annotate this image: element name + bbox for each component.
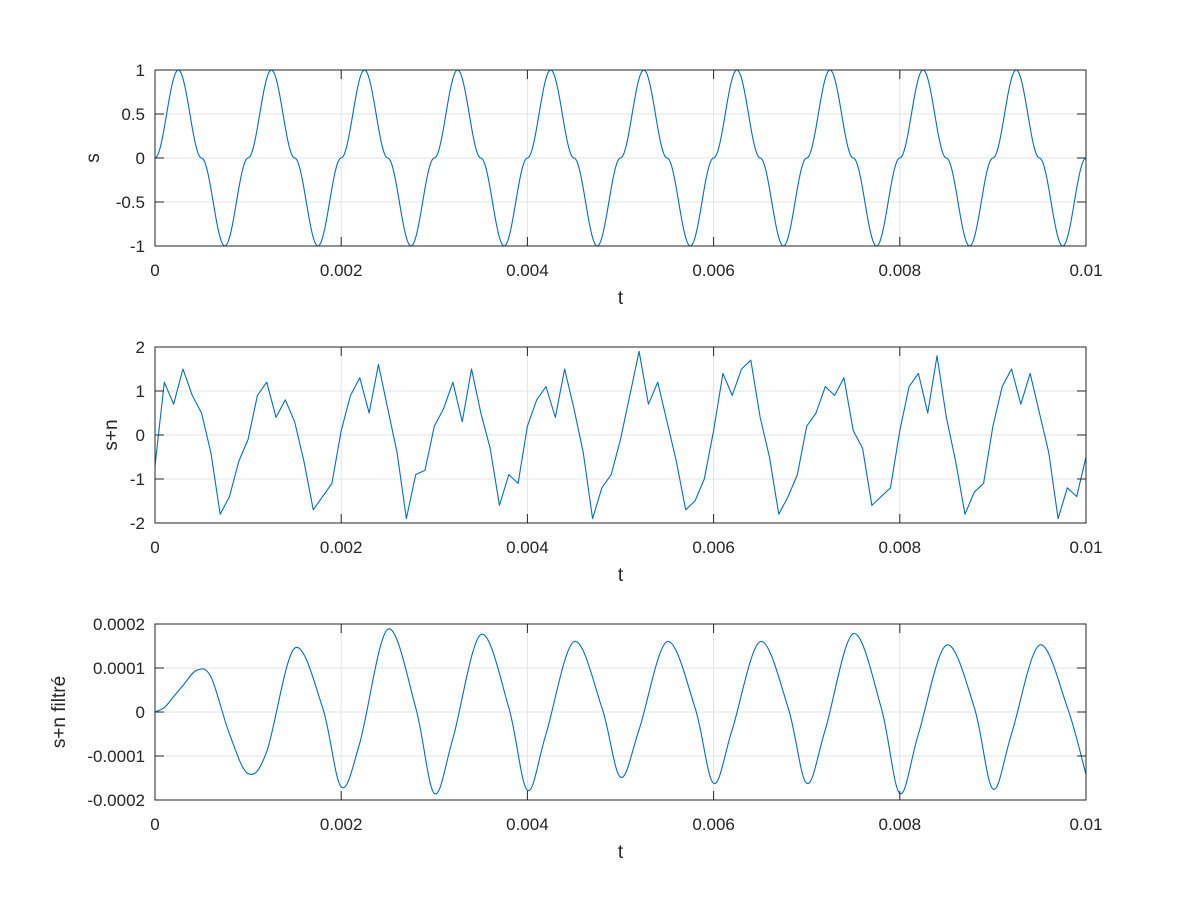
y-tick-label: -0.0001 bbox=[87, 747, 145, 766]
y-tick-label: 0 bbox=[136, 426, 145, 445]
y-tick-label: 0.0002 bbox=[93, 615, 145, 634]
subplot-3: 0 0.002 0.004 0.006 0.008 0.01 -0.0002 -0.0001 0… bbox=[49, 615, 1103, 863]
x-tick-label: 0.004 bbox=[506, 815, 549, 834]
x-tick-label: 0.01 bbox=[1069, 538, 1102, 557]
x-tick-label: 0.008 bbox=[879, 538, 922, 557]
x-tick-label: 0 bbox=[150, 538, 159, 557]
x-tick-label: 0.004 bbox=[506, 538, 549, 557]
y-axis-label: s+n filtré bbox=[49, 676, 70, 748]
x-tick-label: 0.008 bbox=[879, 261, 922, 280]
x-axis-label: t bbox=[618, 565, 624, 586]
subplot-1: 0 0.002 0.004 0.006 0.008 0.01 -1 -0.5 0 0.5 1 t s bbox=[83, 61, 1103, 309]
x-axis-label: t bbox=[618, 288, 624, 309]
y-tick-label: 0 bbox=[136, 149, 145, 168]
y-tick-label: -0.5 bbox=[116, 193, 145, 212]
y-tick-label: -1 bbox=[130, 237, 145, 256]
y-tick-label: 1 bbox=[136, 382, 145, 401]
y-axis-label: s bbox=[83, 153, 104, 163]
x-tick-label: 0 bbox=[150, 815, 159, 834]
subplot-2: 0 0.002 0.004 0.006 0.008 0.01 -2 -1 0 1 2 t s+n bbox=[101, 338, 1103, 586]
x-tick-label: 0 bbox=[150, 261, 159, 280]
y-tick-label: -0.0002 bbox=[87, 791, 145, 810]
y-tick-label: 0.0001 bbox=[93, 659, 145, 678]
x-tick-label: 0.002 bbox=[320, 815, 363, 834]
series-line bbox=[154, 628, 1087, 795]
x-tick-label: 0.008 bbox=[879, 815, 922, 834]
y-tick-label: 2 bbox=[136, 338, 145, 357]
y-tick-label: -1 bbox=[130, 470, 145, 489]
series-line bbox=[154, 69, 1087, 247]
x-axis-label: t bbox=[618, 842, 624, 863]
x-tick-label: 0.006 bbox=[692, 538, 735, 557]
x-tick-label: 0.006 bbox=[692, 815, 735, 834]
series-line bbox=[154, 350, 1087, 520]
x-tick-label: 0.006 bbox=[692, 261, 735, 280]
x-tick-label: 0.01 bbox=[1069, 815, 1102, 834]
x-tick-label: 0.002 bbox=[320, 261, 363, 280]
y-tick-label: 1 bbox=[136, 61, 145, 80]
y-axis-label: s+n bbox=[101, 419, 122, 450]
x-tick-label: 0.01 bbox=[1069, 261, 1102, 280]
y-tick-label: 0.5 bbox=[121, 105, 145, 124]
y-tick-label: 0 bbox=[136, 703, 145, 722]
y-tick-label: -2 bbox=[130, 514, 145, 533]
x-tick-label: 0.002 bbox=[320, 538, 363, 557]
x-tick-label: 0.004 bbox=[506, 261, 549, 280]
